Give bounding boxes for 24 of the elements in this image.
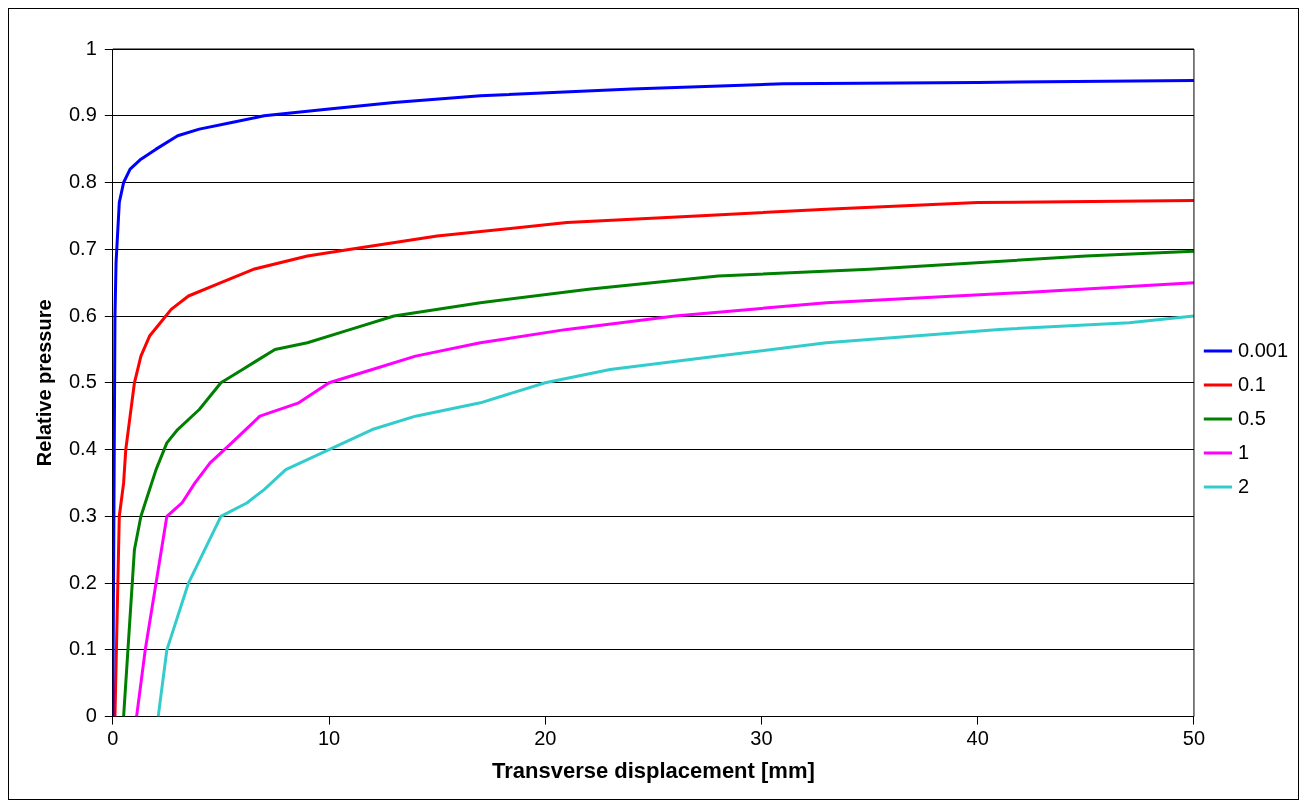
y-tick-label: 0.6 [68,303,97,326]
legend-label: 1 [1237,440,1250,463]
y-tick-label: 0.4 [68,437,97,460]
y-tick-label: 0.1 [68,637,97,660]
x-tick-label: 30 [750,727,773,750]
x-tick-label: 0 [107,727,119,750]
x-axis-title: Transverse displacement [mm] [491,757,815,783]
y-tick-label: 0 [85,704,97,727]
y-tick-label: 0.7 [68,236,97,259]
y-tick-label: 1 [85,36,97,59]
legend-label: 0.5 [1237,406,1266,429]
y-tick-label: 0.3 [68,503,97,526]
x-tick-label: 50 [1182,727,1206,750]
y-tick-label: 0.5 [68,370,97,393]
x-tick-label: 20 [534,727,557,750]
legend-label: 0.1 [1237,372,1266,395]
y-tick-label: 0.9 [68,103,97,126]
legend-label: 2 [1237,474,1250,497]
y-tick-label: 0.8 [68,170,97,193]
legend-label: 0.001 [1237,338,1289,361]
x-tick-label: 40 [966,727,989,750]
y-axis-title: Relative pressure [32,299,55,467]
x-tick-label: 10 [317,727,341,750]
y-tick-label: 0.2 [68,570,97,593]
